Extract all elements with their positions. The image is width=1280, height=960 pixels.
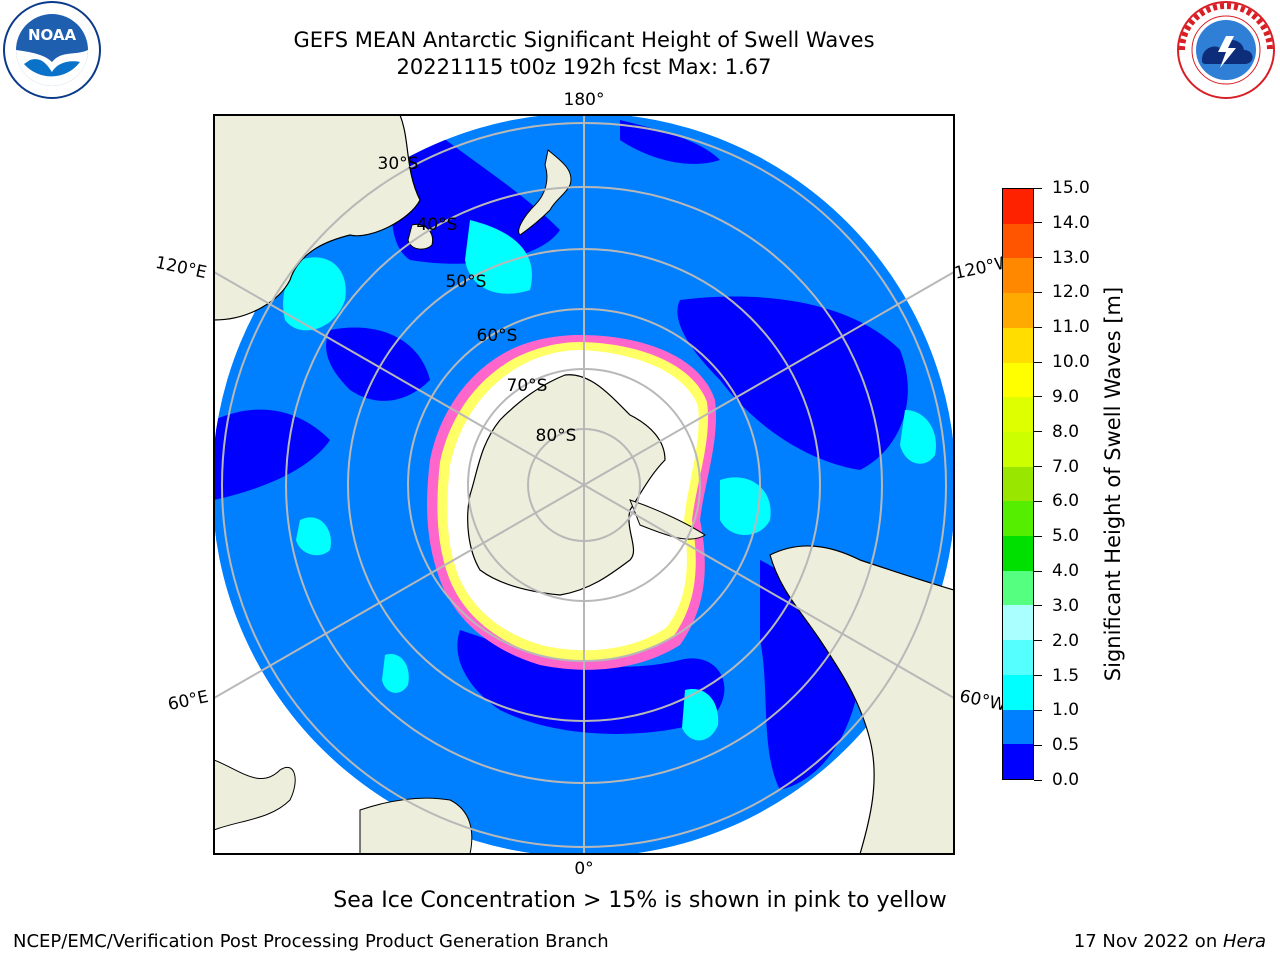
- madagascar-landmass: [214, 759, 296, 831]
- colorbar-tick-label: 14.0: [1052, 212, 1090, 233]
- lon-label-lower-left: 60°E: [166, 687, 210, 715]
- colorbar-segment: [1003, 189, 1033, 224]
- footer-host: Hera: [1222, 931, 1266, 952]
- colorbar-segment: [1003, 397, 1033, 432]
- colorbar-segment: [1003, 362, 1033, 398]
- colorbar-segment: [1003, 293, 1033, 328]
- lon-label-top: 180°: [564, 90, 605, 110]
- moderate-swell-region: [296, 517, 331, 556]
- moderate-swell-region: [465, 220, 532, 294]
- moderate-swell-region: [900, 410, 936, 464]
- footer-credit: NCEP/EMC/Verification Post Processing Pr…: [13, 931, 609, 952]
- colorbar-tick-label: 0.0: [1052, 770, 1080, 790]
- lat-label-70: 70°S: [507, 376, 548, 396]
- lat-label-60: 60°S: [477, 326, 518, 346]
- colorbar-tick-mark: [1034, 396, 1042, 398]
- colorbar-tick-label: 1.5: [1052, 665, 1080, 686]
- colorbar-tick-mark: [1034, 291, 1042, 293]
- low-swell-region: [677, 296, 908, 470]
- colorbar-segment: [1003, 258, 1033, 294]
- moderate-swell-region: [682, 689, 719, 741]
- new-zealand-landmass: [518, 149, 572, 236]
- colorbar-tick-label: 8.0: [1052, 421, 1080, 442]
- graticule: [214, 115, 954, 854]
- colorbar-tick-mark: [1034, 222, 1042, 224]
- noaa-logo-text: NOAA: [28, 26, 77, 44]
- colorbar-tick-label: 3.0: [1052, 595, 1080, 616]
- africa-landmass: [359, 797, 473, 854]
- colorbar-segment: [1003, 709, 1033, 745]
- footer-date: 17 Nov 2022 on Hera: [1074, 931, 1266, 952]
- colorbar-tick-mark: [1034, 535, 1042, 537]
- colorbar: [1002, 188, 1034, 780]
- nws-logo: [1177, 1, 1275, 99]
- moderate-swell-region: [283, 257, 346, 331]
- meridian-120E-60W: [214, 271, 954, 699]
- colorbar-segment: [1003, 605, 1033, 641]
- colorbar-segment: [1003, 570, 1033, 606]
- antarctic-peninsula: [629, 499, 706, 540]
- colorbar-segment: [1003, 431, 1033, 467]
- colorbar-tick-label: 13.0: [1052, 247, 1090, 268]
- map-frame: [213, 114, 955, 855]
- colorbar-tick-mark: [1034, 361, 1042, 363]
- low-swell-region: [760, 560, 860, 790]
- colorbar-tick-label: 2.0: [1052, 630, 1080, 651]
- colorbar-tick-mark: [1034, 640, 1042, 642]
- footer-date-text: 17 Nov 2022 on: [1073, 931, 1223, 952]
- colorbar-tick-label: 0.5: [1052, 735, 1080, 756]
- colorbar-segment: [1003, 744, 1033, 779]
- colorbar-tick-label: 12.0: [1052, 282, 1090, 303]
- lon-label-lower-right: 60°W: [958, 686, 1008, 715]
- lon-label-bottom: 0°: [574, 859, 593, 879]
- colorbar-segment: [1003, 501, 1033, 537]
- south-america-landmass: [769, 545, 954, 854]
- colorbar-segment: [1003, 466, 1033, 502]
- colorbar-tick-mark: [1034, 466, 1042, 468]
- colorbar-tick-label: 15.0: [1052, 178, 1090, 198]
- lat-label-30: 30°S: [378, 154, 419, 174]
- lon-label-upper-left: 120°E: [154, 253, 209, 283]
- colorbar-segment: [1003, 536, 1033, 571]
- colorbar-tick-label: 6.0: [1052, 491, 1080, 512]
- colorbar-tick-mark: [1034, 744, 1042, 746]
- moderate-swell-region: [382, 654, 409, 693]
- low-swell-region: [620, 120, 720, 164]
- colorbar-tick-mark: [1034, 187, 1042, 189]
- lat-label-50: 50°S: [446, 272, 487, 292]
- lat-label-80: 80°S: [536, 426, 577, 446]
- lat-label-40: 40°S: [417, 215, 458, 235]
- moderate-swell-region: [720, 477, 771, 535]
- colorbar-segment: [1003, 327, 1033, 363]
- colorbar-tick-mark: [1034, 431, 1042, 433]
- colorbar-tick-mark: [1034, 605, 1042, 607]
- colorbar-segment: [1003, 223, 1033, 259]
- noaa-logo: NOAA: [3, 1, 101, 99]
- sea-ice-caption: Sea Ice Concentration > 15% is shown in …: [333, 888, 947, 913]
- chart-title: GEFS MEAN Antarctic Significant Height o…: [293, 28, 875, 52]
- colorbar-tick-label: 5.0: [1052, 526, 1080, 547]
- colorbar-tick-label: 9.0: [1052, 386, 1080, 407]
- low-swell-region: [214, 409, 330, 500]
- colorbar-tick-mark: [1034, 779, 1042, 781]
- colorbar-tick-label: 1.0: [1052, 700, 1080, 721]
- colorbar-segment: [1003, 640, 1033, 675]
- colorbar-tick-mark: [1034, 326, 1042, 328]
- colorbar-tick-mark: [1034, 675, 1042, 677]
- colorbar-tick-label: 4.0: [1052, 561, 1080, 582]
- colorbar-tick-mark: [1034, 709, 1042, 711]
- colorbar-tick-mark: [1034, 257, 1042, 259]
- colorbar-segment: [1003, 674, 1033, 710]
- colorbar-tick-mark: [1034, 570, 1042, 572]
- colorbar-tick-label: 7.0: [1052, 456, 1080, 477]
- colorbar-tick-mark: [1034, 500, 1042, 502]
- antarctica-landmass: [467, 374, 666, 596]
- colorbar-tick-label: 11.0: [1052, 317, 1090, 338]
- colorbar-title: Significant Height of Swell Waves [m]: [1101, 286, 1125, 682]
- colorbar-tick-label: 10.0: [1052, 352, 1090, 373]
- chart-subtitle: 20221115 t00z 192h fcst Max: 1.67: [396, 55, 772, 79]
